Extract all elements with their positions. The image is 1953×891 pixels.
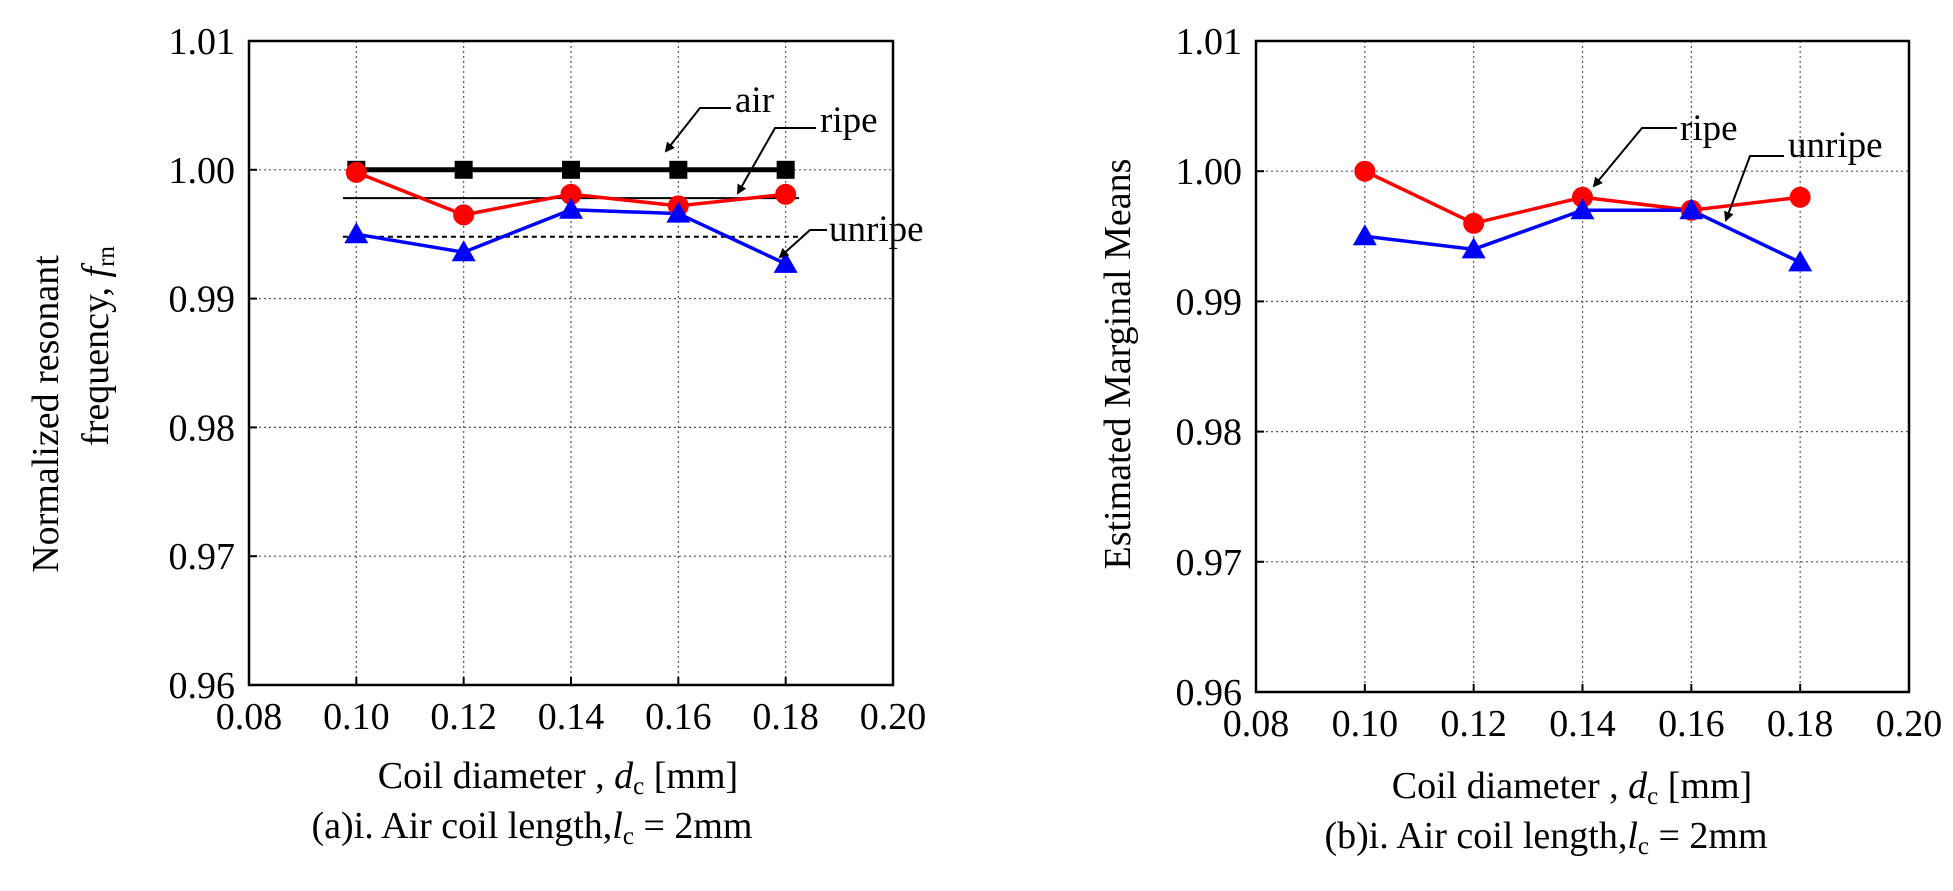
y-tick-label: 0.98 <box>169 407 236 449</box>
annotation-unripe-label-b: unripe <box>1788 125 1883 166</box>
annotation-ripe-label: ripe <box>820 100 878 141</box>
x-tick-label: 0.20 <box>860 696 927 738</box>
grid-b <box>1256 41 1909 692</box>
data-point-unripe <box>1570 198 1595 220</box>
y-tick-label: 0.99 <box>169 279 236 321</box>
data-point-unripe <box>666 201 691 223</box>
svg-text:frequency, frn: frequency, frn <box>75 246 120 446</box>
x-tick-label: 0.12 <box>430 696 497 738</box>
ticks-b: 0.08 0.10 0.12 0.14 0.16 0.18 0.20 0.96 0.97 0.98… <box>1176 21 1943 745</box>
svg-text:Estimated Marginal Means: Estimated Marginal Means <box>1097 159 1139 570</box>
x-tick-label: 0.18 <box>1767 703 1834 745</box>
x-axis-label-b: Coil diameter , dc [mm] <box>1392 765 1752 810</box>
grid-a <box>249 41 893 685</box>
data-point-air <box>454 160 473 179</box>
x-axis-label-a: Coil diameter , dc [mm] <box>378 755 738 800</box>
y-tick-label: 1.00 <box>169 150 236 192</box>
data-point-unripe <box>1461 237 1486 259</box>
x-tick-label: 0.12 <box>1440 703 1507 745</box>
series-a <box>344 160 798 273</box>
y-tick-label: 0.96 <box>169 665 236 707</box>
y-axis-label-a-line2: frequency, frn <box>75 246 120 446</box>
annotation-air-a: air <box>664 80 774 153</box>
x-tick-label: 0.08 <box>1223 703 1290 745</box>
y-axis-label-a: Normalized resonant <box>25 255 67 573</box>
x-tick-label: 0.14 <box>1549 703 1616 745</box>
annotation-ripe-label-b: ripe <box>1680 108 1738 149</box>
svg-text:Normalized resonant: Normalized resonant <box>25 255 67 573</box>
x-tick-label: 0.16 <box>1658 703 1725 745</box>
y-tick-label: 0.99 <box>1176 281 1243 323</box>
data-point-unripe <box>344 222 369 244</box>
series-b <box>1352 160 1813 272</box>
y-tick-label: 0.97 <box>169 536 236 578</box>
data-point-ripe <box>1354 160 1376 182</box>
y-axis-label-b: Estimated Marginal Means <box>1097 159 1139 570</box>
annotation-unripe-b: unripe <box>1724 125 1883 222</box>
y-tick-label: 0.98 <box>1176 412 1243 454</box>
data-point-unripe <box>773 251 798 273</box>
x-tick-label: 0.20 <box>1876 703 1943 745</box>
data-point-ripe <box>1789 186 1811 208</box>
data-point-air <box>562 160 580 179</box>
x-tick-label: 0.10 <box>323 696 390 738</box>
panel-b: 0.08 0.10 0.12 0.14 0.16 0.18 0.20 0.96 0.97 0.98… <box>1097 21 1942 860</box>
annotation-ripe-b: ripe <box>1592 108 1738 188</box>
x-tick-label: 0.10 <box>1332 703 1399 745</box>
x-tick-label: 0.18 <box>752 696 819 738</box>
data-point-unripe <box>559 197 583 219</box>
data-point-unripe <box>451 240 476 262</box>
x-tick-label: 0.08 <box>216 696 283 738</box>
caption-b: (b)i. Air coil length,lc = 2mm <box>1324 815 1767 860</box>
y-tick-label: 0.96 <box>1176 672 1243 714</box>
data-point-unripe <box>1352 224 1377 246</box>
caption-a: (a)i. Air coil length,lc = 2mm <box>312 805 753 850</box>
x-tick-label: 0.16 <box>645 696 712 738</box>
data-point-ripe <box>560 183 582 205</box>
data-point-unripe <box>1679 198 1704 220</box>
y-tick-label: 1.01 <box>169 21 236 63</box>
data-point-unripe <box>1788 250 1813 272</box>
data-point-air <box>669 160 688 179</box>
x-tick-label: 0.14 <box>538 696 605 738</box>
data-point-ripe <box>1463 212 1485 234</box>
data-point-ripe <box>775 183 797 205</box>
y-tick-label: 1.01 <box>1176 21 1243 63</box>
annotation-unripe-a: unripe <box>778 209 924 259</box>
panel-a: 0.08 0.10 0.12 0.14 0.16 0.18 0.20 0.96 0.97 0.98… <box>25 21 926 850</box>
annotation-unripe-label: unripe <box>829 209 924 250</box>
data-point-ripe <box>453 204 475 226</box>
ticks-a: 0.08 0.10 0.12 0.14 0.16 0.18 0.20 0.96 0.97 0.98… <box>169 21 927 738</box>
y-tick-label: 0.97 <box>1176 542 1243 584</box>
y-tick-label: 1.00 <box>1176 151 1243 193</box>
data-point-air <box>776 160 795 179</box>
annotation-air-label: air <box>735 80 774 121</box>
annotation-ripe-a: ripe <box>737 100 878 195</box>
data-point-ripe <box>345 161 367 183</box>
data-point-ripe <box>1572 186 1593 208</box>
